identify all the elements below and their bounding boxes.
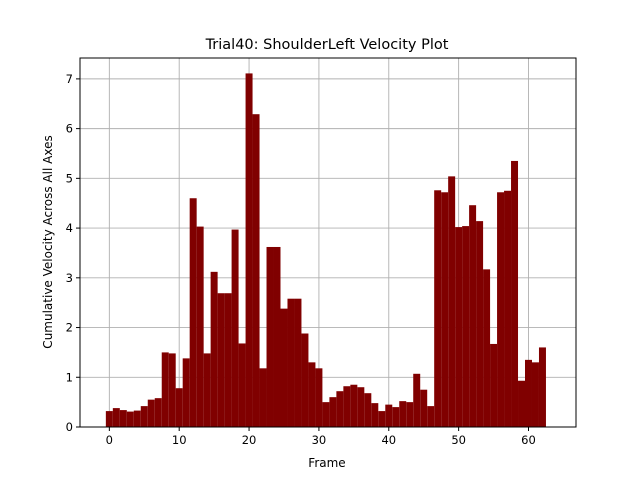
bar — [287, 298, 295, 427]
bar — [210, 271, 218, 427]
axes-frame — [79, 57, 577, 428]
bar — [315, 368, 323, 427]
bar — [350, 384, 358, 427]
bar — [105, 411, 113, 427]
x-tick-label: 40 — [381, 433, 396, 447]
bar — [140, 406, 148, 427]
bar — [259, 368, 267, 427]
x-tick-label: 0 — [106, 433, 113, 447]
bar — [182, 358, 190, 427]
x-tick-label: 50 — [451, 433, 466, 447]
bar — [434, 190, 442, 427]
bar — [322, 402, 330, 427]
y-tick-label: 0 — [66, 420, 73, 434]
bar — [413, 373, 421, 427]
y-axis-label: Cumulative Velocity Across All Axes — [41, 135, 55, 348]
bar — [168, 353, 176, 427]
bar — [252, 114, 260, 427]
y-tick-label: 4 — [66, 221, 73, 235]
bar — [343, 386, 351, 427]
y-tick-label: 7 — [66, 72, 73, 86]
bar — [301, 333, 309, 427]
chart-title: Trial40: ShoulderLeft Velocity Plot — [205, 37, 449, 53]
x-tick-label: 30 — [312, 433, 327, 447]
bar — [273, 246, 281, 427]
y-tick-label: 5 — [66, 171, 73, 185]
x-axis-label: Frame — [308, 456, 345, 470]
bar — [329, 397, 337, 427]
bar — [245, 73, 253, 427]
bar — [364, 393, 372, 427]
bar-series — [105, 73, 546, 427]
bar — [266, 246, 274, 427]
bar — [455, 227, 463, 427]
bar — [483, 269, 491, 427]
bar — [518, 380, 526, 427]
y-tick-label: 3 — [66, 271, 73, 285]
bar — [497, 192, 505, 427]
x-tick-label: 10 — [172, 433, 187, 447]
bar — [525, 359, 532, 427]
bar — [224, 293, 232, 427]
bar — [357, 387, 365, 427]
bar — [406, 402, 414, 427]
bar — [294, 298, 302, 427]
y-tick-label: 2 — [66, 321, 73, 335]
bar — [378, 411, 386, 427]
x-tick-label: 20 — [242, 433, 257, 447]
bar — [175, 388, 183, 427]
bar — [133, 410, 141, 427]
bar — [511, 160, 519, 427]
bar — [147, 399, 155, 427]
bar — [196, 226, 204, 427]
bar — [119, 410, 127, 427]
bar — [448, 176, 456, 427]
bar — [280, 308, 288, 427]
x-tick-label: 60 — [521, 433, 536, 447]
bar — [385, 404, 393, 427]
bar — [462, 226, 470, 427]
bar — [420, 389, 428, 427]
bar — [371, 403, 379, 427]
bar — [490, 343, 498, 427]
bar — [238, 343, 246, 427]
bar — [154, 398, 162, 427]
bar — [469, 205, 477, 427]
y-axis-ticks: 0 1 2 3 4 5 6 7 — [66, 72, 80, 434]
bar — [189, 198, 197, 427]
bar — [231, 229, 239, 427]
bar — [203, 353, 211, 427]
bar — [504, 190, 512, 427]
x-axis-ticks: 0 10 20 30 40 50 60 — [106, 427, 536, 447]
bar — [308, 362, 316, 427]
y-tick-label: 1 — [66, 370, 73, 384]
bar — [336, 391, 344, 427]
y-tick-label: 6 — [66, 122, 73, 136]
bar — [112, 408, 120, 427]
bar — [538, 347, 546, 427]
bar — [427, 406, 435, 427]
bar — [399, 401, 407, 427]
bar — [392, 407, 400, 427]
bar — [217, 293, 225, 427]
bar — [476, 221, 484, 427]
bar — [531, 362, 539, 427]
bar — [126, 411, 134, 427]
bar — [161, 352, 169, 427]
bar — [441, 192, 449, 427]
